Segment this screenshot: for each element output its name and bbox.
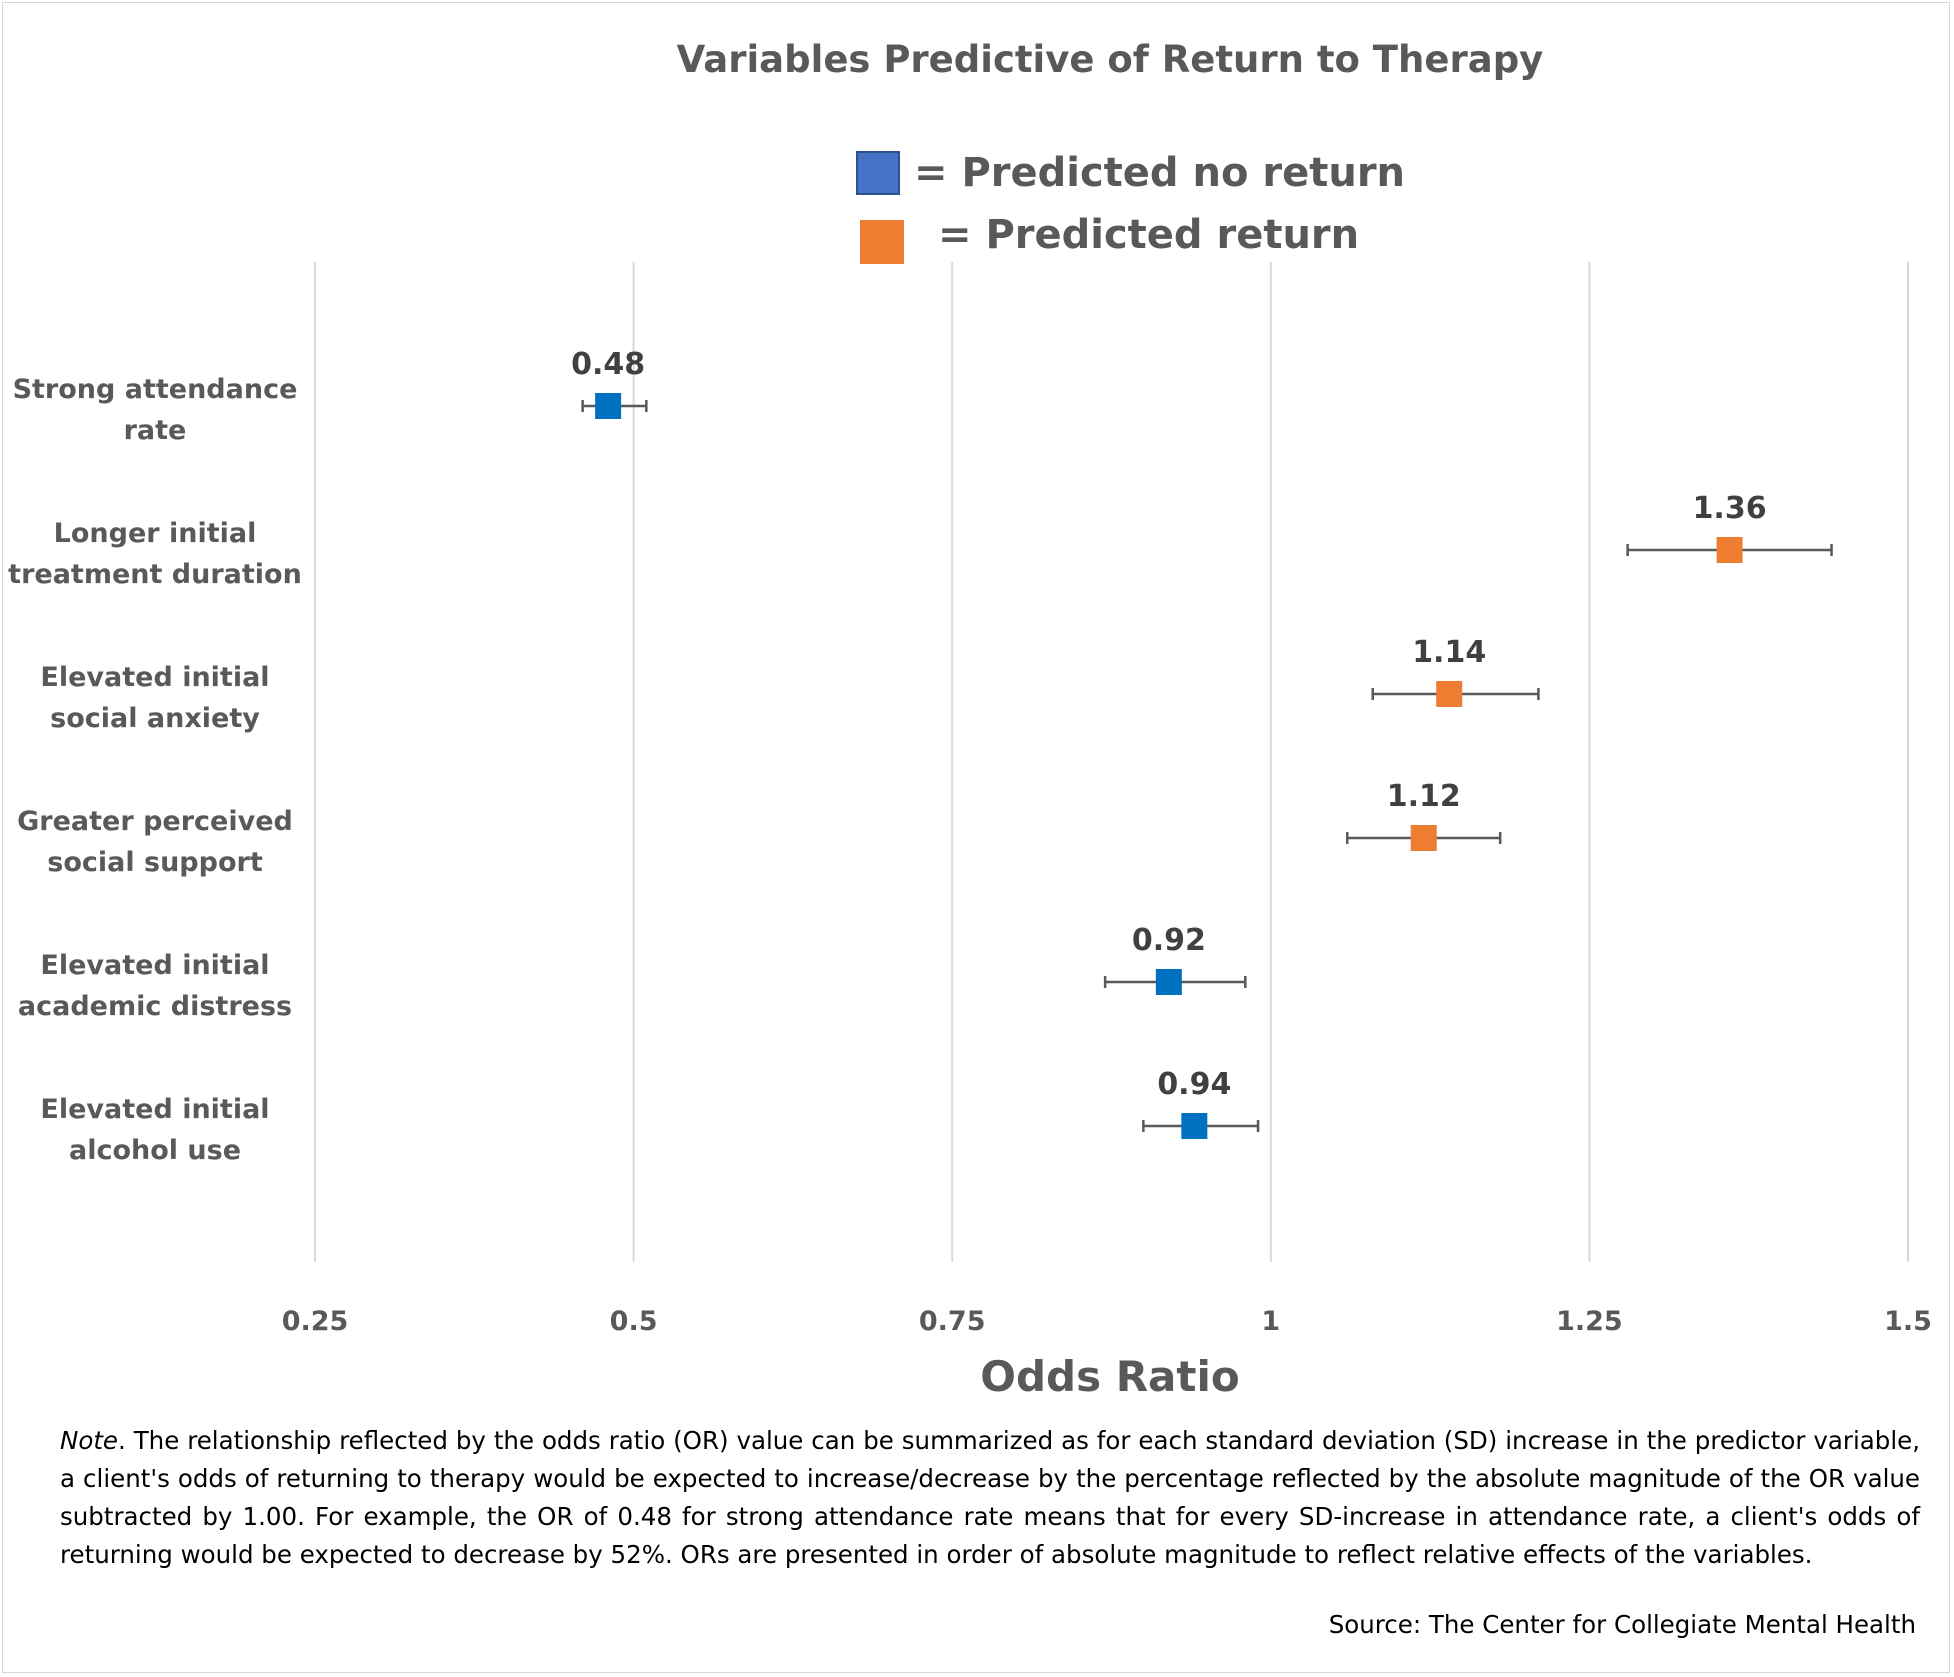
category-label: Elevated initial [40,662,269,693]
category-label: Elevated initial [40,950,269,981]
note-lead: Note [60,1426,118,1455]
data-point-marker [1716,537,1743,563]
category-label: social anxiety [50,703,260,734]
legend-item-no-return: = Predicted no return [856,150,1405,196]
category-label: Elevated initial [40,1094,269,1125]
chart-title: Variables Predictive of Return to Therap… [676,38,1544,81]
source-credit: Source: The Center for Collegiate Mental… [1328,1610,1916,1639]
category-label: Strong attendance [13,374,298,405]
legend-item-return: = Predicted return [860,206,1359,264]
category-label: rate [124,415,187,446]
x-axis-title: Odds Ratio [980,1352,1240,1401]
data-label: 1.14 [1412,635,1486,670]
data-label: 1.12 [1387,779,1461,814]
data-label: 1.36 [1693,491,1767,526]
category-label: Greater perceived [17,806,293,837]
data-label: 0.92 [1132,923,1206,958]
x-tick-label: 1 [1261,1306,1280,1337]
data-point-marker [1155,969,1182,995]
legend-label-return: = Predicted return [938,212,1360,258]
category-label: Longer initial [54,518,257,549]
legend-label-no-return: = Predicted no return [914,150,1406,196]
note-text: . The relationship reflected by the odds… [60,1426,1920,1569]
data-point-marker [595,393,622,419]
category-label: social support [47,847,263,878]
x-tick-label: 0.25 [282,1306,349,1337]
x-tick-label: 0.5 [610,1306,658,1337]
data-point-marker [1181,1113,1208,1139]
data-point-marker [1410,825,1437,851]
category-label: academic distress [18,991,292,1022]
note-paragraph: Note. The relationship reflected by the … [60,1422,1920,1574]
data-label: 0.48 [571,347,645,382]
x-tick-label: 1.5 [1884,1306,1932,1337]
data-label: 0.94 [1157,1067,1231,1102]
category-label: treatment duration [8,559,302,590]
legend-swatch-orange [860,220,904,264]
legend-swatch-blue [856,151,900,195]
x-tick-label: 0.75 [919,1306,986,1337]
x-tick-label: 1.25 [1556,1306,1623,1337]
category-label: alcohol use [69,1135,241,1166]
data-point-marker [1436,681,1463,707]
